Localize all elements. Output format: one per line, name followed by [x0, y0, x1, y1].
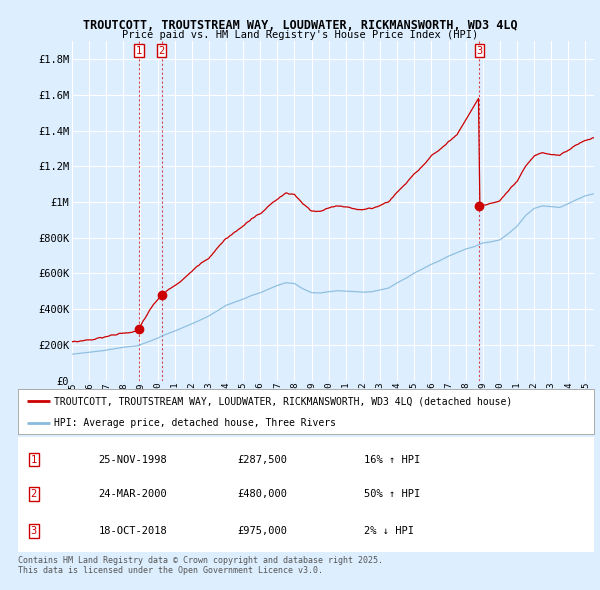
Text: 16% ↑ HPI: 16% ↑ HPI	[364, 455, 420, 464]
Text: Contains HM Land Registry data © Crown copyright and database right 2025.
This d: Contains HM Land Registry data © Crown c…	[18, 556, 383, 575]
Text: 25-NOV-1998: 25-NOV-1998	[98, 455, 167, 464]
Text: 18-OCT-2018: 18-OCT-2018	[98, 526, 167, 536]
Text: 2: 2	[31, 489, 37, 499]
Text: £287,500: £287,500	[237, 455, 287, 464]
Text: TROUTCOTT, TROUTSTREAM WAY, LOUDWATER, RICKMANSWORTH, WD3 4LQ (detached house): TROUTCOTT, TROUTSTREAM WAY, LOUDWATER, R…	[54, 396, 512, 407]
Text: £480,000: £480,000	[237, 489, 287, 499]
Text: Price paid vs. HM Land Registry's House Price Index (HPI): Price paid vs. HM Land Registry's House …	[122, 30, 478, 40]
Text: HPI: Average price, detached house, Three Rivers: HPI: Average price, detached house, Thre…	[54, 418, 336, 428]
Text: 2% ↓ HPI: 2% ↓ HPI	[364, 526, 413, 536]
Text: 1: 1	[31, 455, 37, 464]
Text: 1: 1	[136, 45, 142, 55]
Text: 50% ↑ HPI: 50% ↑ HPI	[364, 489, 420, 499]
Text: £975,000: £975,000	[237, 526, 287, 536]
Text: 3: 3	[31, 526, 37, 536]
Text: 24-MAR-2000: 24-MAR-2000	[98, 489, 167, 499]
Text: 3: 3	[476, 45, 482, 55]
Text: 2: 2	[158, 45, 165, 55]
Text: TROUTCOTT, TROUTSTREAM WAY, LOUDWATER, RICKMANSWORTH, WD3 4LQ: TROUTCOTT, TROUTSTREAM WAY, LOUDWATER, R…	[83, 19, 517, 32]
